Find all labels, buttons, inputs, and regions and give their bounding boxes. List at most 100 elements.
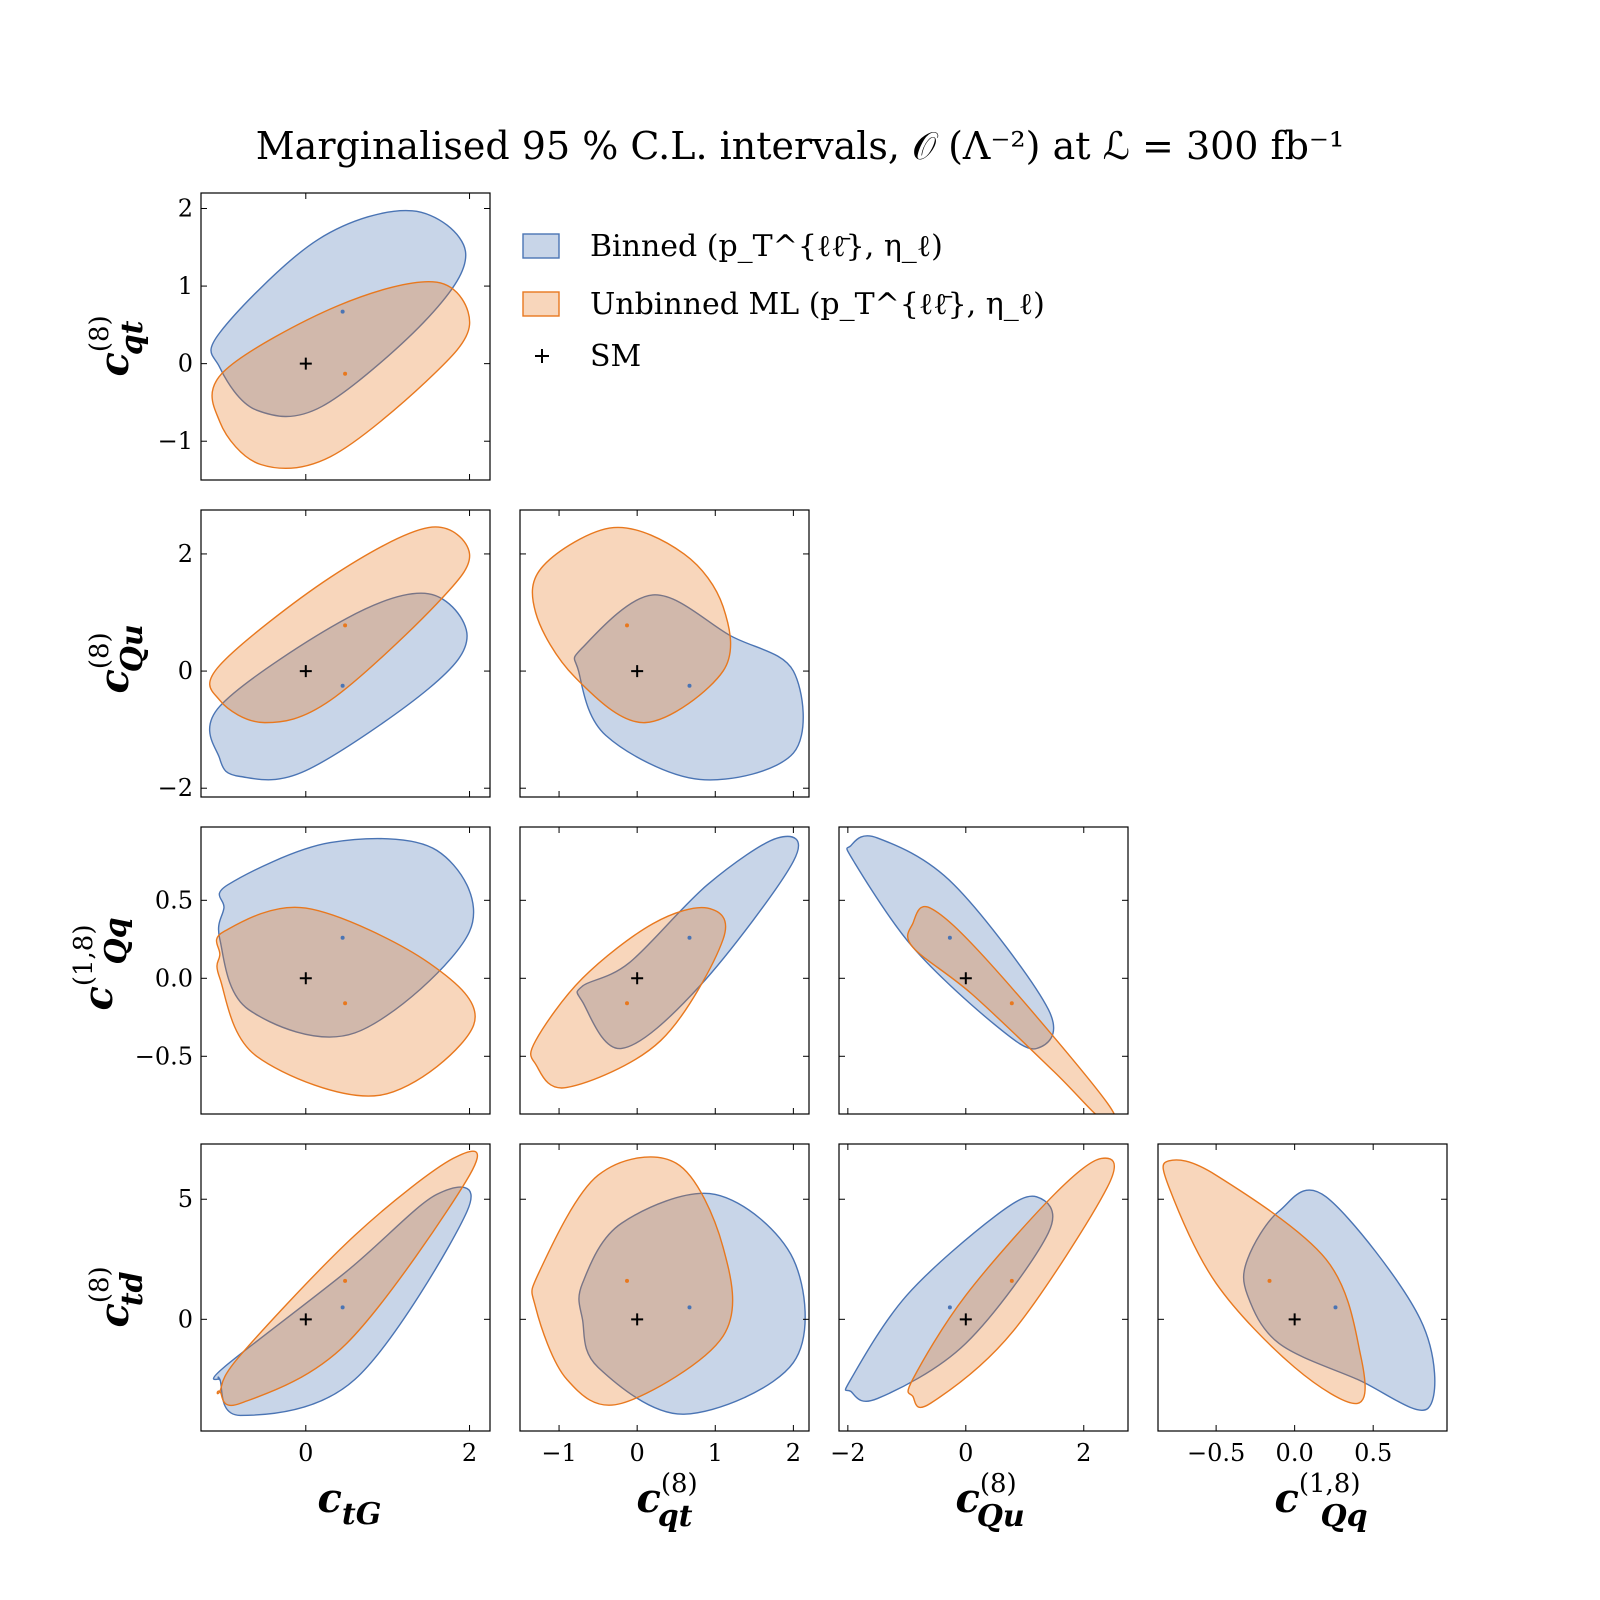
legend-sm-marker	[535, 349, 549, 363]
x-axis-label: c(1,8) Qq	[1275, 1469, 1368, 1534]
axis-label-sub: Qu	[977, 1499, 1025, 1534]
legend-label-binned: Binned (p_T^{ℓℓ̄}, η_ℓ)	[590, 229, 943, 264]
axis-label-sub: qt	[658, 1499, 693, 1534]
panel-7: −1 0 1 2	[519, 1143, 810, 1467]
unbinned-best-fit-point	[343, 1278, 348, 1283]
y-tick-label: 0	[178, 657, 193, 685]
panel-plot-area	[215, 837, 476, 1097]
y-tick-label: 2	[178, 540, 193, 568]
x-tick-label: 2	[462, 1439, 477, 1467]
binned-region	[1242, 1189, 1436, 1411]
panel-6: 0 2 0 5	[178, 1143, 491, 1467]
x-tick-label: 0	[958, 1439, 973, 1467]
binned-best-fit-point	[340, 1305, 345, 1310]
y-tick-label: 1	[178, 272, 193, 300]
panel-plot-area	[531, 1156, 806, 1415]
binned-region	[846, 835, 1055, 1050]
unbinned-best-fit-point	[625, 1278, 630, 1283]
x-tick-label: −2	[830, 1439, 865, 1467]
binned-best-fit-point	[340, 309, 345, 314]
y-tick-label: −0.5	[135, 1042, 193, 1070]
axis-label-sub: td	[115, 1271, 150, 1306]
unbinned-best-fit-point	[343, 1001, 348, 1006]
axis-label-sup: (8)	[85, 632, 115, 669]
panel-plot-area	[531, 526, 804, 781]
panel-frame	[519, 826, 810, 1115]
unbinned-region	[211, 280, 471, 470]
unbinned-best-fit-point	[343, 371, 348, 376]
binned-best-fit-point	[1333, 1305, 1338, 1310]
panel-frame	[519, 509, 810, 798]
binned-best-fit-point	[687, 935, 692, 940]
x-axis-label: ctG	[318, 1475, 382, 1532]
sm-marker	[299, 1313, 312, 1326]
axis-label-base: c	[91, 669, 138, 693]
panel-plot-area	[1162, 1159, 1436, 1411]
unbinned-best-fit-point	[1009, 1001, 1014, 1006]
unbinned-best-fit-point	[1009, 1278, 1014, 1283]
axis-label-sup: (8)	[980, 1469, 1017, 1499]
y-tick-label: 2	[178, 195, 193, 223]
panel-frame	[1157, 1143, 1448, 1432]
y-tick-label: 0.5	[155, 886, 193, 914]
axis-label-base: c	[1275, 1475, 1299, 1522]
axis-label-base: c	[91, 1303, 138, 1327]
y-tick-label: 5	[178, 1185, 193, 1213]
x-axis-label: c(8) qt	[637, 1469, 698, 1534]
x-tick-label: 1	[708, 1439, 723, 1467]
chart-title: Marginalised 95 % C.L. intervals, 𝒪 (Λ⁻²…	[255, 124, 1345, 168]
unbinned-region	[530, 906, 727, 1089]
axis-label-sub: qt	[115, 320, 150, 355]
axis-label-sub: Qq	[99, 917, 134, 964]
panel-frame	[200, 1143, 491, 1432]
binned-best-fit-point	[947, 935, 952, 940]
sm-marker	[959, 1313, 972, 1326]
panel-8: −2 0 2	[830, 1143, 1129, 1467]
x-tick-label: 0.0	[1276, 1439, 1314, 1467]
sm-marker	[1288, 1313, 1301, 1326]
sm-marker	[299, 665, 312, 678]
binned-best-fit-point	[340, 935, 345, 940]
panel-frame	[200, 192, 491, 481]
y-tick-label: −1	[158, 427, 193, 455]
unbinned-region	[209, 526, 471, 724]
panel-2	[519, 509, 810, 798]
panel-5	[838, 826, 1129, 1115]
unbinned-best-fit-point	[625, 1001, 630, 1006]
y-axis-label-group: c(8)Qu	[85, 624, 150, 693]
panel-plot-area	[846, 835, 1115, 1114]
x-tick-label: 2	[786, 1439, 801, 1467]
sm-marker	[631, 972, 644, 985]
y-tick-label: −2	[158, 774, 193, 802]
unbinned-region	[531, 1156, 734, 1406]
legend: Binned (p_T^{ℓℓ̄}, η_ℓ) Unbinned ML (p_T^…	[522, 229, 1045, 374]
x-tick-label: 0.5	[1354, 1439, 1392, 1467]
x-tick-label: −1	[541, 1439, 576, 1467]
legend-swatch-unbinned	[522, 291, 560, 317]
y-axis-label: c(8)qt	[85, 315, 150, 376]
binned-region	[212, 1186, 472, 1417]
sm-marker	[299, 357, 312, 370]
binned-best-fit-point	[340, 683, 345, 688]
panel-frame	[838, 1143, 1129, 1432]
panel-frame	[838, 826, 1129, 1115]
axis-label-base: c	[318, 1475, 342, 1522]
panel-1: −2 0 2	[158, 509, 491, 802]
binned-region	[578, 1192, 806, 1415]
legend-label-sm: SM	[590, 339, 641, 374]
axis-label-base: c	[91, 352, 138, 376]
y-axis-label: c(1,8)Qq	[69, 917, 134, 1010]
unbinned-best-fit-point	[1267, 1278, 1272, 1283]
binned-best-fit-point	[947, 1305, 952, 1310]
panel-4	[519, 826, 810, 1115]
binned-region	[210, 209, 467, 418]
legend-swatch-binned	[522, 233, 560, 259]
y-tick-label: 0	[178, 350, 193, 378]
panel-9: −0.5 0.0 0.5	[1157, 1143, 1448, 1467]
axis-label-sub: Qu	[115, 624, 150, 672]
axis-label-base: c	[75, 986, 122, 1010]
x-tick-label: 0	[298, 1439, 313, 1467]
unbinned-region	[906, 905, 1115, 1114]
panel-plot-area	[208, 526, 471, 781]
